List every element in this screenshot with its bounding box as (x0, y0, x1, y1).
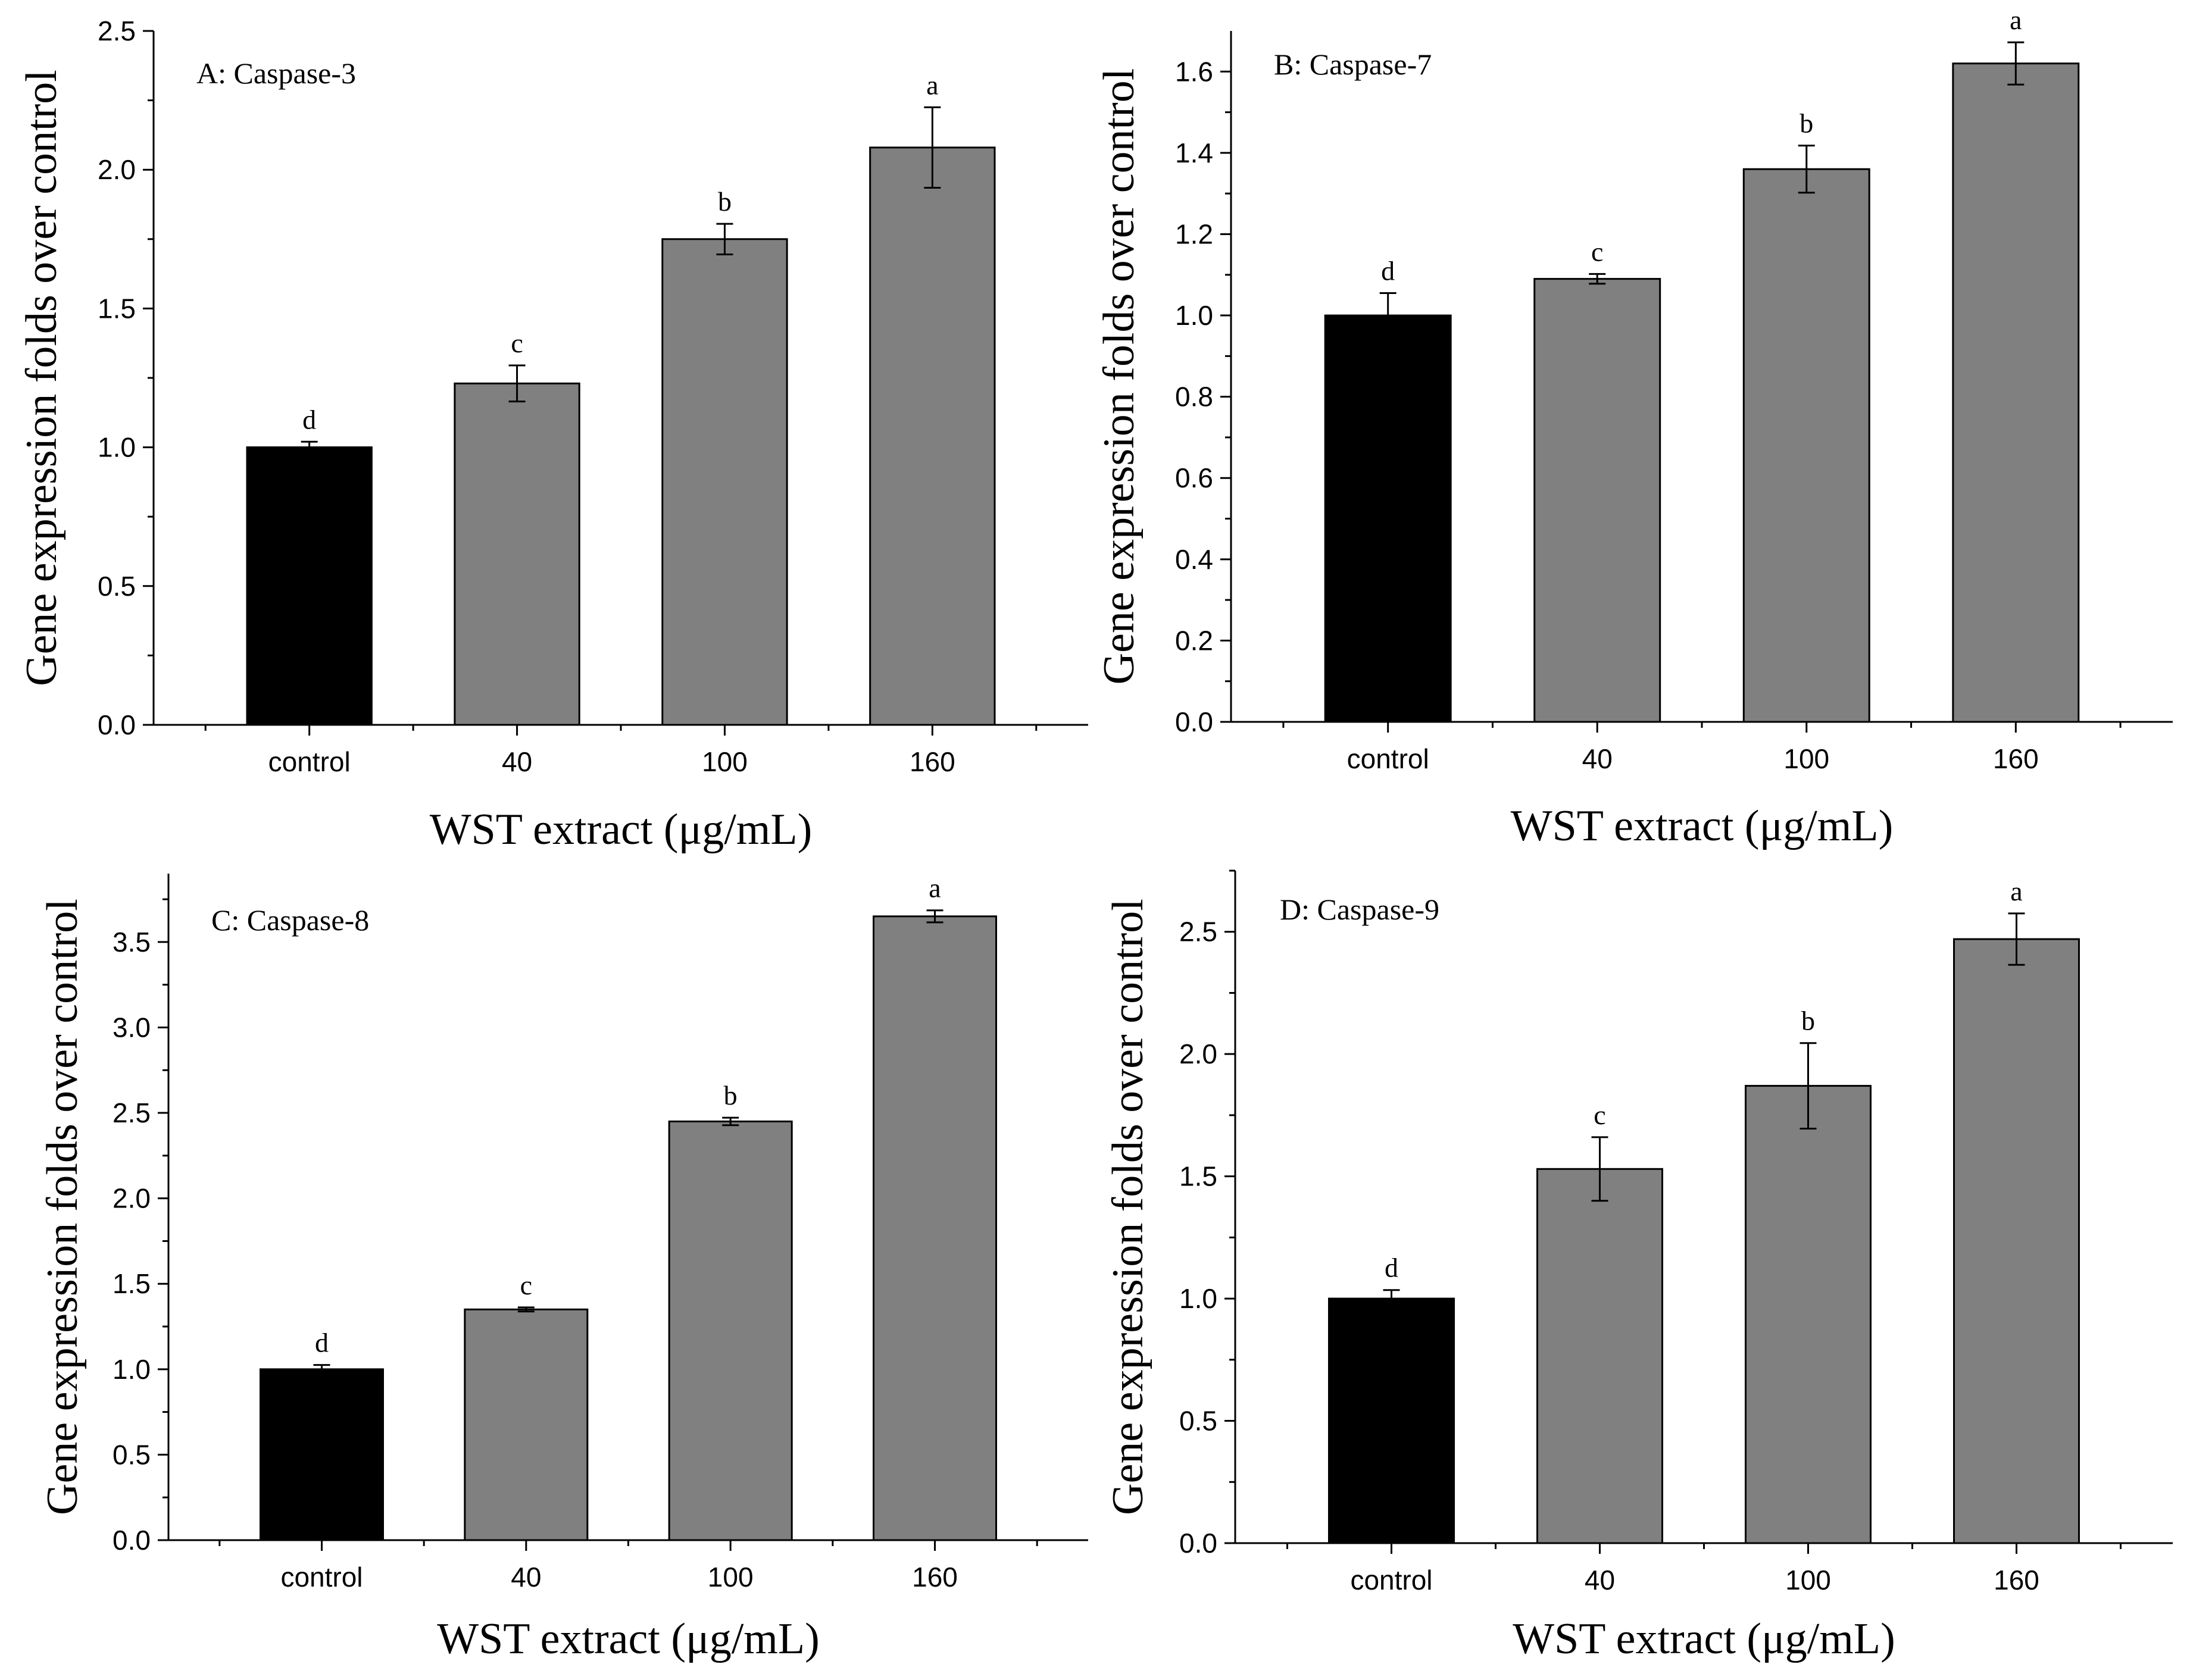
bar-100 (1745, 1085, 1872, 1544)
y-tick-label: 0.5 (113, 1439, 151, 1470)
x-tick-label: 100 (708, 1562, 754, 1593)
x-tick-label: 40 (511, 1562, 541, 1593)
bar-control (1328, 1297, 1455, 1544)
bar-control (260, 1368, 384, 1541)
y-axis-title: Gene expression folds over control (17, 70, 66, 686)
x-tick-label: 40 (1585, 1565, 1615, 1595)
panel-title: C: Caspase-8 (211, 903, 369, 937)
y-tick-label: 2.5 (1179, 916, 1217, 947)
y-tick-label: 1.5 (113, 1268, 151, 1299)
significance-label: d (302, 404, 316, 434)
significance-label: a (926, 70, 938, 100)
y-tick-label: 0.0 (1175, 706, 1213, 737)
significance-label: a (929, 873, 941, 903)
y-tick-label: 0.0 (98, 709, 136, 740)
bar-160 (1952, 62, 2080, 723)
y-tick-label: 0.8 (1175, 381, 1213, 412)
bar-160 (1953, 938, 2080, 1544)
bar-100 (668, 1120, 793, 1541)
significance-label: d (315, 1328, 329, 1358)
bar-160 (869, 146, 996, 726)
significance-label: b (724, 1080, 738, 1110)
y-tick-label: 1.0 (1175, 300, 1213, 331)
x-tick-label: control (280, 1562, 363, 1593)
y-tick-label: 1.0 (98, 432, 136, 463)
y-tick-label: 1.6 (1175, 56, 1213, 87)
y-tick-label: 0.5 (1179, 1406, 1217, 1437)
y-tick-label: 3.0 (113, 1012, 151, 1043)
y-axis-title: Gene expression folds over control (1104, 899, 1152, 1515)
x-tick-label: control (268, 746, 351, 777)
significance-label: a (2010, 5, 2022, 35)
bar-40 (454, 382, 580, 726)
x-tick-label: 40 (502, 746, 532, 777)
significance-label: b (1801, 1006, 1815, 1036)
panel-caspase-3: 0.0 0.5 1.0 1.5 2.0 2.5 d control c 40 b 100 a 160 A: … (17, 15, 1088, 854)
x-tick-label: 100 (1785, 1565, 1831, 1595)
y-tick-label: 1.4 (1175, 137, 1213, 168)
x-tick-label: 160 (910, 746, 955, 777)
y-tick-label: 2.0 (98, 154, 136, 185)
significance-label: c (1591, 236, 1603, 267)
x-axis-title: WST extract (μg/mL) (1513, 1615, 1895, 1663)
panel-title: A: Caspase-3 (196, 57, 356, 90)
y-axis-title: Gene expression folds over control (38, 899, 87, 1515)
significance-label: d (1385, 1253, 1398, 1283)
y-tick-label: 0.5 (98, 571, 136, 602)
y-tick-label: 2.0 (1179, 1038, 1217, 1069)
bar-160 (873, 915, 997, 1541)
y-tick-label: 2.5 (113, 1097, 151, 1128)
y-tick-label: 1.5 (1179, 1161, 1217, 1192)
x-tick-label: 40 (1582, 743, 1613, 774)
y-tick-label: 0.6 (1175, 462, 1213, 493)
panel-caspase-7: 0.0 0.2 0.4 0.6 0.8 1.0 1.2 1.4 1.6 d control c 40 b 1… (1095, 5, 2173, 850)
bar-40 (1533, 278, 1661, 723)
significance-label: c (1594, 1100, 1605, 1130)
bar-control (1324, 314, 1452, 723)
x-tick-label: 100 (702, 746, 748, 777)
significance-label: a (2010, 876, 2022, 906)
x-axis-title: WST extract (μg/mL) (430, 805, 812, 854)
x-axis-title: WST extract (μg/mL) (437, 1615, 819, 1663)
y-tick-label: 0.2 (1175, 625, 1213, 656)
significance-label: b (718, 186, 732, 217)
panel-caspase-9: 0.0 0.5 1.0 1.5 2.0 2.5 d control c 40 b 100 a 160 D: … (1104, 869, 2173, 1663)
x-tick-label: 100 (1783, 743, 1829, 774)
y-tick-label: 1.0 (1179, 1283, 1217, 1314)
x-tick-label: 160 (912, 1562, 958, 1593)
panel-title: B: Caspase-7 (1274, 48, 1432, 81)
bar-100 (661, 238, 788, 726)
significance-label: c (511, 328, 523, 358)
y-tick-label: 3.5 (113, 927, 151, 958)
panel-caspase-8: 0.0 0.5 1.0 1.5 2.0 2.5 3.0 3.5 d control c 40 b 100 a… (38, 873, 1088, 1663)
x-tick-label: control (1347, 743, 1429, 774)
y-tick-label: 2.5 (98, 15, 136, 46)
y-axis-title: Gene expression folds over control (1095, 68, 1144, 685)
y-tick-label: 0.0 (113, 1525, 151, 1556)
bar-40 (1536, 1168, 1663, 1544)
y-tick-label: 2.0 (113, 1183, 151, 1214)
x-tick-label: 160 (1994, 1565, 2039, 1595)
y-tick-label: 1.2 (1175, 218, 1213, 249)
panel-title: D: Caspase-9 (1280, 893, 1439, 926)
bar-control (246, 446, 373, 726)
significance-label: d (1381, 255, 1395, 286)
y-tick-label: 0.0 (1179, 1528, 1217, 1559)
x-tick-label: control (1350, 1565, 1432, 1595)
x-tick-label: 160 (1993, 743, 2039, 774)
y-tick-label: 0.4 (1175, 544, 1213, 575)
significance-label: c (520, 1270, 532, 1300)
x-axis-title: WST extract (μg/mL) (1511, 802, 1893, 850)
bar-40 (464, 1308, 589, 1541)
y-tick-label: 1.5 (98, 293, 136, 324)
bar-100 (1742, 168, 1870, 723)
significance-label: b (1800, 108, 1813, 139)
y-tick-label: 1.0 (113, 1354, 151, 1385)
